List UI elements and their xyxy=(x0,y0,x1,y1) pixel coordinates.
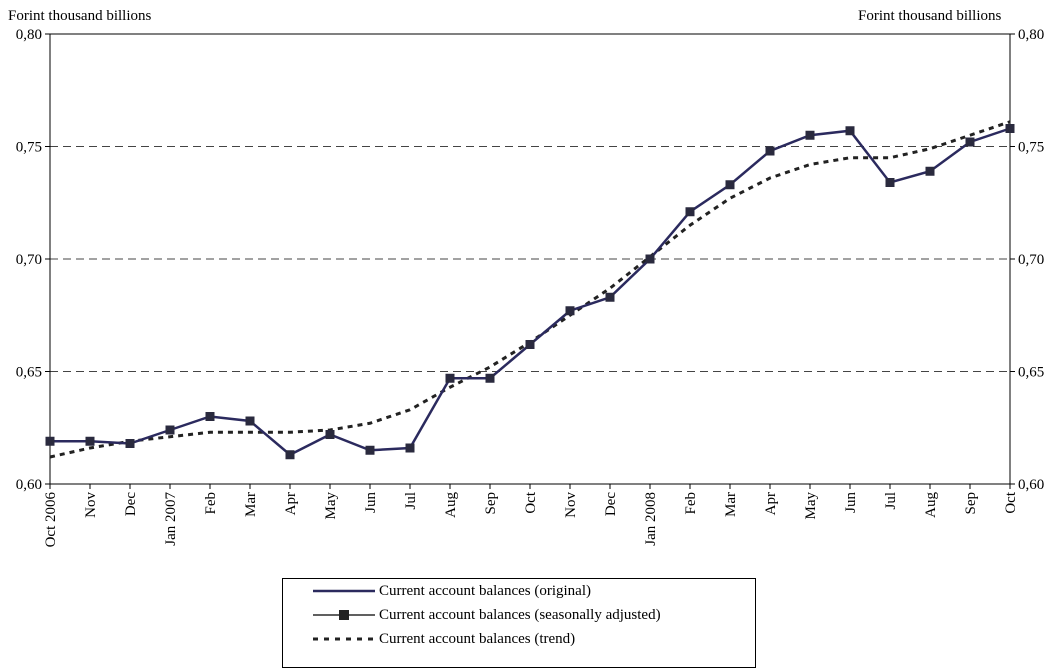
data-point-seasonally-adjusted xyxy=(805,130,815,140)
x-tick-label: Apr xyxy=(763,492,779,515)
line-chart: 0,60 0,60 0,65 0,65 0,70 0,70 0,75 0,75 0,80 0,80… xyxy=(16,27,1045,548)
x-tick-label: Aug xyxy=(443,492,459,518)
x-tick-label: Nov xyxy=(563,492,579,518)
data-point-seasonally-adjusted xyxy=(525,340,535,349)
x-tick-label: Sep xyxy=(483,492,499,515)
data-point-seasonally-adjusted xyxy=(365,445,375,455)
left-axis-unit-label: Forint thousand billions xyxy=(8,8,152,24)
data-point-seasonally-adjusted xyxy=(885,178,895,187)
x-tick-label: Oct 2006 xyxy=(43,492,59,548)
y-tick-label-left: 0,60 xyxy=(16,477,42,493)
y-tick-label-right: 0,75 xyxy=(1018,140,1044,156)
legend-label-trend: Current account balances (trend) xyxy=(379,630,576,647)
x-tick-label: Dec xyxy=(603,492,619,516)
x-tick-label: Jan 2007 xyxy=(163,492,179,546)
data-point-seasonally-adjusted xyxy=(205,412,215,421)
y-tick-label-left: 0,75 xyxy=(16,140,42,156)
data-point-seasonally-adjusted xyxy=(965,137,975,147)
data-point-seasonally-adjusted xyxy=(645,254,655,264)
data-point-seasonally-adjusted xyxy=(85,436,95,446)
x-tick-label: Jan 2008 xyxy=(643,492,659,546)
data-point-seasonally-adjusted xyxy=(605,292,615,302)
y-tick-label-right: 0,80 xyxy=(1018,27,1044,43)
x-tick-label: Mar xyxy=(243,492,259,517)
data-point-seasonally-adjusted xyxy=(685,207,695,217)
x-tick-label: Apr xyxy=(283,492,299,515)
legend-label-original: Current account balances (original) xyxy=(379,582,591,599)
data-point-seasonally-adjusted xyxy=(845,126,855,136)
data-point-seasonally-adjusted xyxy=(405,443,415,453)
series-line-original xyxy=(50,127,1011,457)
x-tick-label: Nov xyxy=(83,492,99,518)
data-point-seasonally-adjusted xyxy=(125,439,135,448)
data-point-seasonally-adjusted xyxy=(45,436,55,446)
data-point-seasonally-adjusted xyxy=(565,306,575,316)
legend-item-seasonally-adjusted: Current account balances (seasonally adj… xyxy=(313,605,661,625)
x-tick-label: Sep xyxy=(963,492,979,515)
legend-item-trend: Current account balances (trend) xyxy=(313,629,575,649)
data-point-seasonally-adjusted xyxy=(1005,124,1015,133)
x-tick-label: Jul xyxy=(883,492,899,510)
legend-swatch-trend xyxy=(313,637,375,641)
x-tick-label: Jul xyxy=(403,492,419,510)
x-tick-label: Mar xyxy=(723,492,739,517)
legend-item-original: Current account balances (original) xyxy=(313,581,591,601)
x-tick-label: May xyxy=(323,492,339,520)
data-point-seasonally-adjusted xyxy=(765,146,775,156)
y-tick-label-left: 0,80 xyxy=(16,27,42,43)
data-point-seasonally-adjusted xyxy=(725,180,735,190)
data-point-seasonally-adjusted xyxy=(485,373,495,383)
legend-swatch-seasonally-adjusted xyxy=(313,610,375,620)
y-tick-label-right: 0,70 xyxy=(1018,252,1044,268)
data-point-seasonally-adjusted xyxy=(445,373,455,383)
x-tick-label: Feb xyxy=(203,492,219,515)
y-tick-label-right: 0,65 xyxy=(1018,365,1044,381)
legend-swatch-original xyxy=(313,589,375,593)
x-tick-label: Jun xyxy=(843,492,859,513)
x-tick-label: Aug xyxy=(923,492,939,518)
legend-label-seasonally-adjusted: Current account balances (seasonally adj… xyxy=(379,606,661,623)
right-axis-unit-label: Forint thousand billions xyxy=(858,8,1002,24)
y-tick-label-left: 0,70 xyxy=(16,252,42,268)
data-point-seasonally-adjusted xyxy=(925,166,935,176)
x-tick-label: May xyxy=(803,492,819,520)
x-tick-label: Jun xyxy=(363,492,379,513)
data-point-seasonally-adjusted xyxy=(245,416,255,426)
y-tick-label-left: 0,65 xyxy=(16,365,42,381)
x-tick-label: Oct xyxy=(523,491,539,513)
data-point-seasonally-adjusted xyxy=(325,430,335,439)
chart-legend: Current account balances (original) Curr… xyxy=(282,578,756,668)
y-tick-label-right: 0,60 xyxy=(1018,477,1044,493)
x-tick-label: Oct xyxy=(1003,491,1019,513)
data-point-seasonally-adjusted xyxy=(165,425,175,435)
x-tick-label: Feb xyxy=(683,492,699,515)
x-tick-label: Dec xyxy=(123,492,139,516)
series-line-trend xyxy=(49,120,1011,459)
data-point-seasonally-adjusted xyxy=(285,450,295,460)
